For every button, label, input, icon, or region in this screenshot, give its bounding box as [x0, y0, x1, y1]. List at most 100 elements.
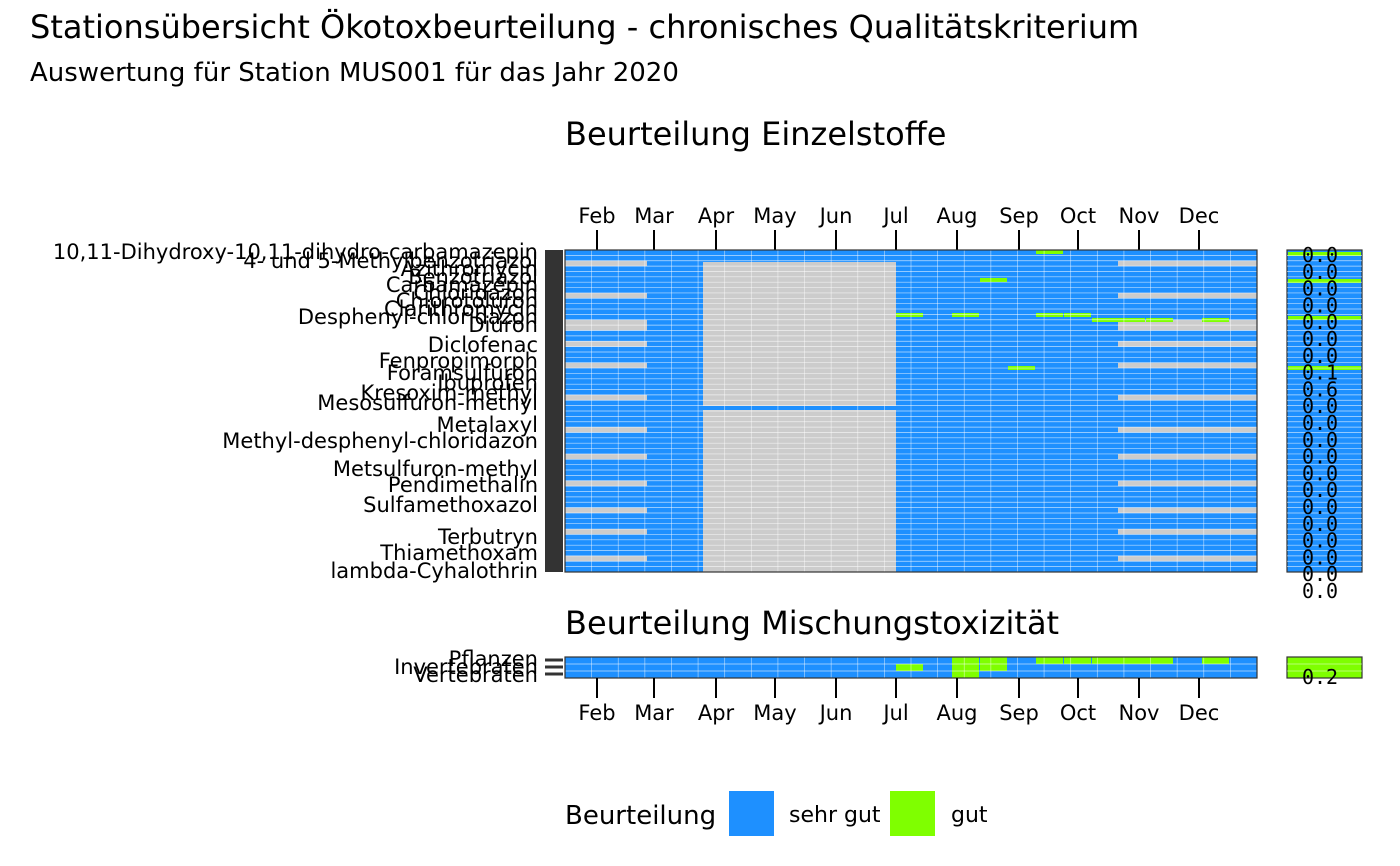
cell-missing: [565, 260, 647, 267]
top-axis-label: Sep: [999, 204, 1039, 228]
cell-row: [703, 250, 896, 262]
side-value: 0.0: [1302, 545, 1338, 569]
side-value: 0.0: [1302, 478, 1338, 502]
cell-missing: [565, 362, 647, 369]
top-axis-label: Oct: [1060, 204, 1096, 228]
page-title: Stationsübersicht Ökotoxbeurteilung - ch…: [30, 8, 1140, 46]
bottom-axis-label: Aug: [936, 701, 977, 725]
row-label: Mesosulfuron-methyl: [317, 391, 538, 415]
cell-gut: [1118, 657, 1173, 664]
side-value: 0.0: [1302, 243, 1338, 267]
side-value: 0.0: [1302, 579, 1338, 603]
side-cell-gut: [1288, 252, 1361, 256]
side-value: 0.0: [1302, 260, 1338, 284]
side-value: 0.0: [1302, 512, 1338, 536]
cell-gut: [1036, 250, 1063, 254]
cell-gut: [1092, 657, 1119, 664]
cell-missing: [1118, 529, 1257, 535]
row-label: Desphenyl-chloridazon: [298, 305, 538, 329]
bottom-axis-label: May: [753, 701, 796, 725]
bottom-axis-label: Dec: [1179, 701, 1220, 725]
row-label: Sulfamethoxazol: [363, 493, 538, 517]
cell-gut: [980, 278, 1007, 282]
row-label: Pendimethalin: [388, 473, 538, 497]
cell-gut: [952, 657, 979, 678]
row-label: Metalaxyl: [436, 413, 538, 437]
cell-missing: [1118, 362, 1257, 369]
cell-missing: [1118, 341, 1257, 347]
cell-gut: [1036, 313, 1063, 317]
row-label: Methyl-desphenyl-chloridazon: [222, 429, 538, 453]
row-label: Carbamazepin: [386, 273, 538, 297]
top-axis-label: Feb: [578, 204, 615, 228]
bottom-axis-label: Oct: [1060, 701, 1096, 725]
side-value: 0.0: [1302, 562, 1338, 586]
cell-gut: [1064, 313, 1091, 317]
row-label: Fenpropimorph: [379, 349, 538, 373]
top-axis-label: Dec: [1179, 204, 1220, 228]
cell-missing: [565, 480, 647, 487]
cell-gut: [1036, 657, 1063, 664]
row-label: Pflanzen: [449, 647, 538, 671]
row-label-bar: [545, 250, 563, 572]
row-label: Thiamethoxam: [379, 541, 538, 565]
cell-missing: [1118, 292, 1257, 299]
row-label: Ibuprofen: [437, 371, 538, 395]
legend-title: Beurteilung: [565, 801, 716, 831]
cell-missing: [1118, 555, 1257, 562]
cell-missing: [565, 427, 647, 433]
row-label: Chloridazon: [413, 281, 538, 305]
legend-swatch-gut: [890, 791, 935, 836]
cell-gut: [1202, 657, 1229, 664]
panel-title-einzelstoffe: Beurteilung Einzelstoffe: [565, 115, 946, 153]
side-value: 0.0: [1302, 445, 1338, 469]
side-value: 0.0: [1302, 428, 1338, 452]
panel-title-mischung: Beurteilung Mischungstoxizität: [565, 604, 1059, 642]
side-value: 0.0: [1302, 529, 1338, 553]
row-label: Diuron: [468, 313, 538, 337]
row-label: 10,11-Dihydroxy-10,11-dihydro-carbamazep…: [53, 240, 538, 264]
cell-missing: [565, 394, 647, 401]
cell-missing: [1118, 394, 1257, 401]
row-label: Kresoxim-methyl: [361, 381, 539, 405]
legend-label-sehr-gut: sehr gut: [789, 803, 881, 828]
heatmap2-frame: [564, 656, 1258, 679]
side-value: 0.0: [1302, 394, 1338, 418]
row-label: Benzotriazol: [408, 265, 538, 289]
row-label: Foramsulfuron: [387, 361, 538, 385]
missing-block: [703, 262, 896, 572]
cell-missing: [1118, 507, 1257, 513]
bottom-axis-label: Mar: [634, 701, 674, 725]
side-panel: [1286, 656, 1363, 679]
cell-missing: [1118, 427, 1257, 433]
cell-gut: [896, 313, 923, 317]
cell-missing: [1118, 260, 1257, 267]
side-value: 0.0: [1302, 293, 1338, 317]
legend-swatch-sehr-gut: [729, 791, 774, 836]
row-label: Metsulfuron-methyl: [333, 457, 538, 481]
row-label: Azithromycin: [401, 257, 538, 281]
legend-label-gut: gut: [951, 803, 988, 828]
row-label: Chlorotoluron: [396, 289, 538, 313]
side-value: 0.0: [1302, 310, 1338, 334]
cell-missing: [1118, 453, 1257, 460]
side-value: 0.0: [1302, 411, 1338, 435]
cell-gut: [952, 313, 979, 317]
bottom-axis-label: Apr: [698, 701, 735, 725]
row-label: 4- und 5-Methylbenzotriazol: [243, 249, 538, 273]
top-axis-label: Jun: [818, 204, 853, 228]
cell-gut: [896, 664, 923, 671]
top-axis-label: May: [753, 204, 796, 228]
row-label: lambda-Cyhalothrin: [330, 559, 538, 583]
cell-missing: [565, 341, 647, 347]
side-value: 0.1: [1302, 361, 1338, 385]
top-axis-label: Jul: [881, 204, 908, 228]
cell-missing: [565, 529, 647, 535]
side-value: 0.0: [1302, 461, 1338, 485]
side-value: 0.0: [1302, 344, 1338, 368]
side-cell-gut: [1288, 279, 1361, 283]
bottom-axis-label: Jun: [818, 701, 853, 725]
row-label: Diclofenac: [428, 333, 538, 357]
side-value: 0.0: [1302, 495, 1338, 519]
